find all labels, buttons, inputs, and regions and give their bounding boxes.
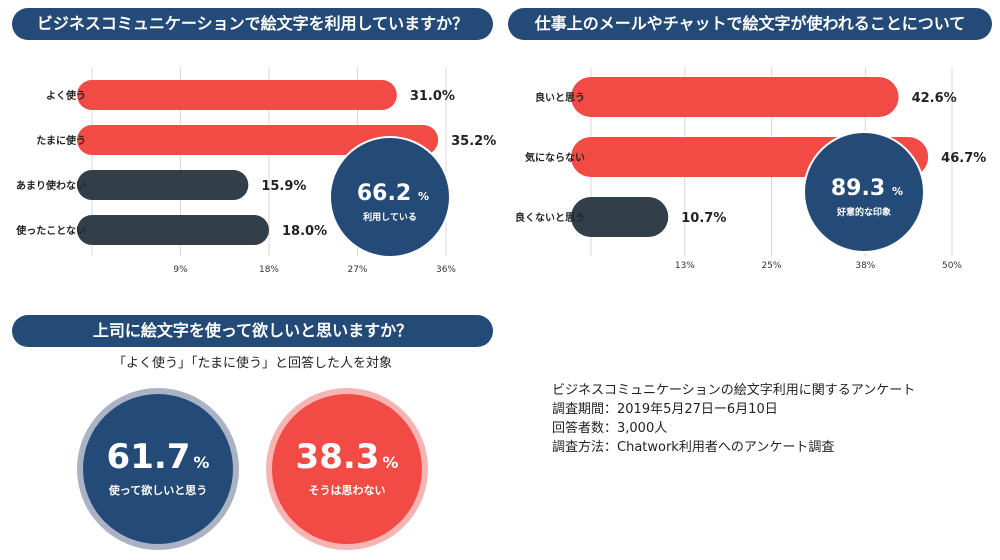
chart1-category-label: 使ったことない — [15, 224, 86, 237]
slice-not-circle: 38.3% そうは思わない — [266, 388, 428, 550]
chart1-tick-label: 36% — [436, 265, 456, 275]
chart1-callout-circle — [329, 136, 451, 258]
chart2-category-label: 良くないと思う — [515, 211, 585, 224]
chart1-callout-caption: 利用している — [362, 211, 417, 223]
chart1-title: ビジネスコミュニケーションで絵文字を利用していますか？ — [12, 8, 493, 40]
slice-not-label: そうは思わない — [308, 484, 386, 497]
chart1-category-label: あまり使わない — [16, 179, 86, 192]
chart1-tick-label: 18% — [259, 265, 279, 275]
chart2-callout-unit: % — [892, 185, 903, 198]
chart3-subtitle: 「よく使う」「たまに使う」と回答した人を対象 — [112, 356, 393, 371]
chart1-bar — [77, 215, 269, 245]
survey-title: ビジネスコミュニケーションの絵文字利用に関するアンケート — [552, 383, 916, 398]
chart2-title: 仕事上のメールやチャットで絵文字が使われることについて — [508, 8, 992, 40]
chart2-callout-value: 89.3 — [831, 176, 885, 201]
chart2-category-label: 良いと思う — [535, 91, 585, 104]
chart1-bar — [77, 170, 249, 200]
chart2-bar — [571, 197, 669, 237]
chart1-category-label: よく使う — [46, 89, 86, 102]
slice-want-value: 61.7 — [106, 437, 191, 477]
survey-method: 調査方法：Chatwork利用者へのアンケート調査 — [552, 440, 835, 455]
slice-not-unit: % — [382, 453, 399, 472]
chart1-value-label: 18.0% — [282, 224, 327, 239]
chart1-callout-value: 66.2 — [357, 181, 411, 206]
chart2-value-label: 10.7% — [681, 211, 726, 226]
chart2-category-label: 気にならない — [524, 151, 585, 164]
chart2-callout-caption: 好意的な印象 — [836, 206, 891, 218]
slice-want-circle: 61.7% 使って欲しいと思う — [77, 388, 239, 550]
survey-respondents: 回答者数：3,000人 — [552, 421, 668, 436]
survey-period: 調査期間：2019年5月27日ー6月10日 — [552, 402, 778, 417]
slice-want-label: 使って欲しいと思う — [108, 484, 208, 497]
chart1-tick-label: 27% — [347, 265, 367, 275]
chart2-plot: 13% 25% 38% 50% 良いと思う 42.6% 気にならない 46.7% 良くないと思う… — [515, 67, 986, 271]
chart2-tick-label: 38% — [855, 261, 875, 271]
chart3-title: 上司に絵文字を使って欲しいと思いますか？ — [12, 315, 493, 347]
chart2-callout-circle — [803, 131, 925, 253]
chart1-value-label: 31.0% — [410, 89, 455, 104]
slice-not-value: 38.3 — [295, 437, 380, 477]
chart2-value-label: 46.7% — [941, 151, 986, 166]
survey-info: ビジネスコミュニケーションの絵文字利用に関するアンケート 調査期間：2019年5… — [552, 381, 915, 457]
slice-want-unit: % — [193, 453, 210, 472]
chart1-tick-label: 9% — [173, 265, 188, 275]
chart2-tick-label: 50% — [942, 261, 962, 271]
chart1-plot: 9% 18% 27% 36% よく使う 31.0% たまに使う 35.2% あまり使わない 15.… — [15, 67, 496, 275]
chart1-bar — [77, 125, 439, 155]
chart1-bar — [77, 80, 397, 110]
chart1-value-label: 15.9% — [261, 179, 306, 194]
chart1-value-label: 35.2% — [451, 134, 496, 149]
chart2-bar — [571, 77, 899, 117]
chart2-value-label: 42.6% — [912, 91, 957, 106]
chart2-tick-label: 13% — [675, 261, 695, 271]
chart2-tick-label: 25% — [761, 261, 781, 271]
chart1-callout-unit: % — [418, 190, 429, 203]
chart1-category-label: たまに使う — [36, 134, 86, 147]
